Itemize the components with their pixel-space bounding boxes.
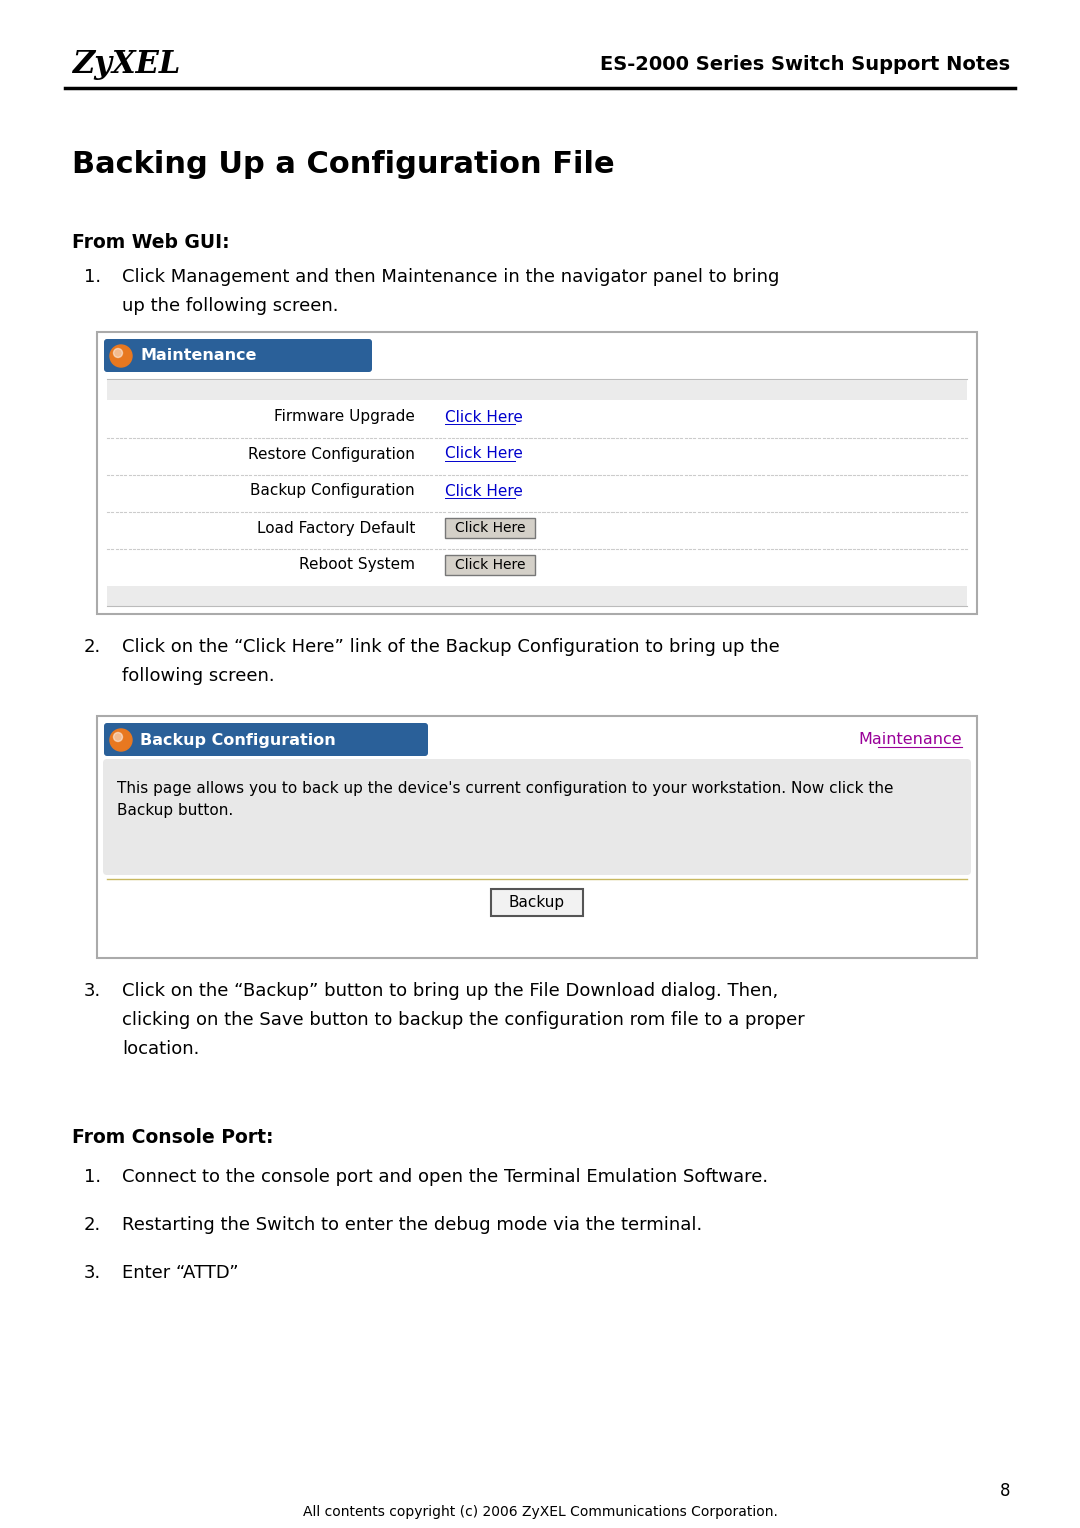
FancyBboxPatch shape — [97, 717, 977, 958]
FancyBboxPatch shape — [445, 555, 535, 575]
Circle shape — [113, 732, 122, 741]
Text: 2.: 2. — [84, 639, 102, 656]
Text: up the following screen.: up the following screen. — [122, 296, 338, 315]
Text: Connect to the console port and open the Terminal Emulation Software.: Connect to the console port and open the… — [122, 1167, 768, 1186]
Text: Click Here: Click Here — [445, 483, 523, 498]
FancyBboxPatch shape — [491, 889, 583, 915]
Circle shape — [110, 729, 132, 750]
Text: Restore Configuration: Restore Configuration — [248, 446, 415, 461]
Text: following screen.: following screen. — [122, 668, 274, 685]
Text: From Web GUI:: From Web GUI: — [72, 232, 230, 252]
Text: 3.: 3. — [84, 1264, 102, 1282]
Circle shape — [110, 345, 132, 367]
Text: 2.: 2. — [84, 1216, 102, 1235]
Text: Backing Up a Configuration File: Backing Up a Configuration File — [72, 150, 615, 179]
Text: Backup: Backup — [509, 894, 565, 909]
Text: Maintenance: Maintenance — [140, 348, 257, 364]
FancyBboxPatch shape — [97, 332, 977, 614]
Text: Backup button.: Backup button. — [117, 804, 233, 817]
Text: Backup Configuration: Backup Configuration — [140, 732, 336, 747]
FancyBboxPatch shape — [107, 587, 967, 607]
Text: 1.: 1. — [84, 267, 102, 286]
Text: Click Here: Click Here — [455, 558, 525, 571]
FancyBboxPatch shape — [445, 518, 535, 538]
Text: clicking on the Save button to backup the configuration rom file to a proper: clicking on the Save button to backup th… — [122, 1012, 805, 1028]
FancyBboxPatch shape — [104, 339, 372, 371]
Text: Restarting the Switch to enter the debug mode via the terminal.: Restarting the Switch to enter the debug… — [122, 1216, 702, 1235]
Text: 8: 8 — [999, 1482, 1010, 1500]
Text: 3.: 3. — [84, 983, 102, 999]
Text: Load Factory Default: Load Factory Default — [257, 521, 415, 535]
Text: Backup Configuration: Backup Configuration — [251, 483, 415, 498]
Text: All contents copyright (c) 2006 ZyXEL Communications Corporation.: All contents copyright (c) 2006 ZyXEL Co… — [302, 1505, 778, 1519]
FancyBboxPatch shape — [104, 723, 428, 756]
Text: Click Here: Click Here — [445, 410, 523, 425]
Text: 1.: 1. — [84, 1167, 102, 1186]
Circle shape — [113, 348, 122, 358]
Text: ZyXEL: ZyXEL — [72, 49, 180, 81]
FancyBboxPatch shape — [107, 380, 967, 400]
Text: Enter “ATTD”: Enter “ATTD” — [122, 1264, 239, 1282]
Text: From Console Port:: From Console Port: — [72, 1128, 273, 1148]
Text: Click on the “Backup” button to bring up the File Download dialog. Then,: Click on the “Backup” button to bring up… — [122, 983, 779, 999]
Text: Click Here: Click Here — [445, 446, 523, 461]
Text: ES-2000 Series Switch Support Notes: ES-2000 Series Switch Support Notes — [599, 55, 1010, 75]
Text: Firmware Upgrade: Firmware Upgrade — [274, 410, 415, 425]
Text: Reboot System: Reboot System — [299, 558, 415, 573]
Text: Maintenance: Maintenance — [859, 732, 962, 747]
FancyBboxPatch shape — [103, 759, 971, 876]
Text: This page allows you to back up the device's current configuration to your works: This page allows you to back up the devi… — [117, 781, 893, 796]
Text: Click on the “Click Here” link of the Backup Configuration to bring up the: Click on the “Click Here” link of the Ba… — [122, 639, 780, 656]
Text: Click Here: Click Here — [455, 521, 525, 535]
Text: Click Management and then Maintenance in the navigator panel to bring: Click Management and then Maintenance in… — [122, 267, 780, 286]
Text: location.: location. — [122, 1041, 200, 1057]
